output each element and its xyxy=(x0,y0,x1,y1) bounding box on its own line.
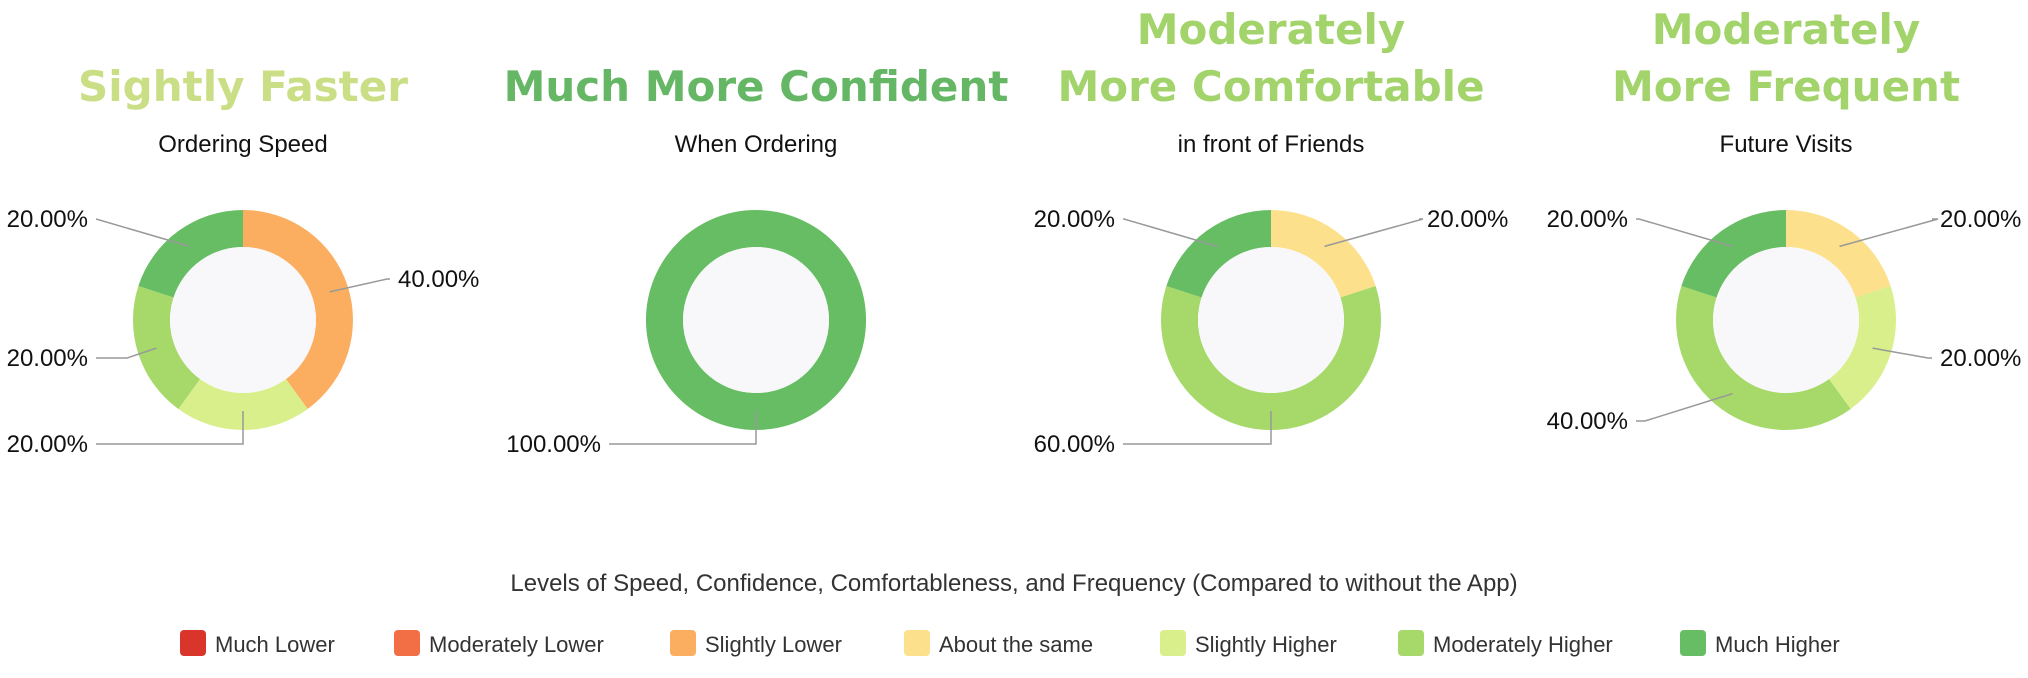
panel-subtitle: Ordering Speed xyxy=(158,131,327,158)
donut-hole xyxy=(1198,247,1344,393)
data-label: 20.00% xyxy=(7,345,88,372)
legend-label: Moderately Higher xyxy=(1433,632,1613,657)
legend-label: About the same xyxy=(939,632,1093,657)
leader-line xyxy=(1123,411,1272,445)
donut-slice[interactable] xyxy=(1786,210,1891,298)
legend-swatch xyxy=(904,630,930,656)
leader-line xyxy=(96,411,244,445)
panel-1: Sightly Faster Ordering Speed 40.00% 20.00%… xyxy=(7,62,480,458)
legend-label: Much Lower xyxy=(215,632,335,657)
panel-headline: Moderately xyxy=(1652,5,1921,54)
legend: Levels of Speed, Confidence, Comfortable… xyxy=(180,570,1840,657)
leader-line xyxy=(1839,218,1939,248)
panel-headline: More Frequent xyxy=(1612,62,1960,111)
legend-item[interactable]: Much Lower xyxy=(180,630,335,657)
legend-label: Slightly Lower xyxy=(705,632,842,657)
donut-chart xyxy=(133,210,353,431)
data-label: 100.00% xyxy=(506,431,601,458)
panel-3: Moderately More Comfortable in front of Fr… xyxy=(1034,5,1509,458)
legend-swatch xyxy=(670,630,696,656)
panel-4: Moderately More Frequent Future Visits 20.0… xyxy=(1547,5,2022,435)
leader-line xyxy=(329,278,390,293)
legend-item[interactable]: Slightly Lower xyxy=(670,630,842,657)
legend-label: Slightly Higher xyxy=(1195,632,1337,657)
donut-slice[interactable] xyxy=(1681,210,1786,298)
donut-slice[interactable] xyxy=(645,209,867,430)
donut-slice[interactable] xyxy=(138,210,243,298)
data-label: 20.00% xyxy=(7,431,88,458)
donut-slice[interactable] xyxy=(1161,286,1381,430)
legend-item[interactable]: Moderately Higher xyxy=(1398,630,1613,657)
panel-headline: Much More Confident xyxy=(504,62,1009,111)
legend-swatch xyxy=(1680,630,1706,656)
leader-line xyxy=(1636,392,1733,422)
leader-line xyxy=(96,347,157,359)
legend-swatch xyxy=(180,630,206,656)
panel-subtitle: in front of Friends xyxy=(1178,131,1365,158)
panel-headline: Moderately xyxy=(1137,5,1406,54)
data-label: 20.00% xyxy=(7,206,88,233)
donut-slice[interactable] xyxy=(243,210,353,409)
legend-title: Levels of Speed, Confidence, Comfortable… xyxy=(510,570,1517,597)
legend-item[interactable]: Moderately Lower xyxy=(394,630,604,657)
data-label: 20.00% xyxy=(1427,206,1508,233)
donut-hole xyxy=(1713,247,1859,393)
panel-headline: More Comfortable xyxy=(1057,62,1484,111)
legend-swatch xyxy=(394,630,420,656)
donut-chart xyxy=(1161,210,1381,430)
leader-line xyxy=(1872,347,1932,359)
donut-hole xyxy=(170,247,316,393)
data-label: 40.00% xyxy=(1547,408,1628,435)
legend-swatch xyxy=(1398,630,1424,656)
leader-line xyxy=(1636,218,1733,248)
legend-label: Moderately Lower xyxy=(429,632,604,657)
data-label: 40.00% xyxy=(398,266,479,293)
donut-slice[interactable] xyxy=(1166,210,1271,298)
leader-line xyxy=(1123,218,1218,248)
leader-line xyxy=(1324,218,1424,248)
donut-slice[interactable] xyxy=(133,286,201,409)
panel-headline: Sightly Faster xyxy=(78,62,408,111)
legend-label: Much Higher xyxy=(1715,632,1840,657)
legend-item[interactable]: Much Higher xyxy=(1680,630,1840,657)
panel-subtitle: When Ordering xyxy=(675,131,838,158)
panel-subtitle: Future Visits xyxy=(1720,131,1853,158)
leader-line xyxy=(95,218,190,248)
data-label: 20.00% xyxy=(1547,206,1628,233)
donut-slice[interactable] xyxy=(1676,286,1851,430)
donut-slice[interactable] xyxy=(1828,286,1896,409)
donut-slice[interactable] xyxy=(178,379,308,431)
donut-slice[interactable] xyxy=(1271,210,1376,298)
donut-hole xyxy=(683,247,829,393)
panel-2: Much More Confident When Ordering 100.00% xyxy=(504,62,1009,458)
legend-item[interactable]: Slightly Higher xyxy=(1160,630,1337,657)
data-label: 60.00% xyxy=(1034,431,1115,458)
legend-swatch xyxy=(1160,630,1186,656)
data-label: 20.00% xyxy=(1940,206,2021,233)
legend-item[interactable]: About the same xyxy=(904,630,1093,657)
donut-chart xyxy=(1676,210,1896,430)
donut-chart xyxy=(645,209,867,430)
data-label: 20.00% xyxy=(1940,345,2021,372)
data-label: 20.00% xyxy=(1034,206,1115,233)
leader-line xyxy=(609,411,757,445)
